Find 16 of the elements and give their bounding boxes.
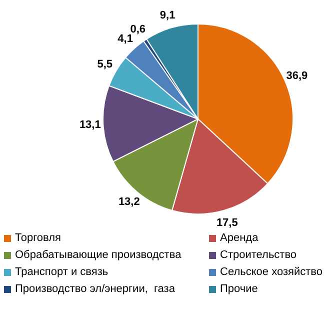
data-label: 0,6 (130, 23, 146, 36)
data-label: 13,1 (79, 118, 101, 131)
legend-label: Транспорт и связь (15, 266, 108, 278)
data-label: 36,9 (286, 70, 308, 82)
data-label: 5,5 (97, 58, 113, 70)
legend-label: Торговля (15, 232, 61, 244)
data-label: 4,1 (118, 33, 133, 46)
legend-label: Прочие (220, 283, 258, 295)
data-label: 13,2 (118, 196, 140, 208)
legend-label: Строительство (220, 249, 297, 261)
data-label: 9,1 (160, 9, 176, 22)
data-label: 17,5 (216, 216, 238, 229)
legend-label: Производство эл/энергии, газа (15, 283, 175, 295)
legend-label: Обрабатывающие производства (15, 249, 182, 261)
legend-label: Аренда (220, 232, 258, 244)
legend-label: Сельское хозяйство (220, 266, 322, 278)
